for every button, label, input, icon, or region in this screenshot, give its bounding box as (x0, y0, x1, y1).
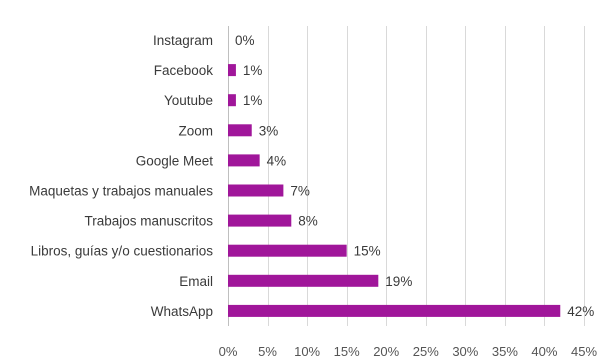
x-tick-label: 15% (334, 344, 360, 359)
category-label: Google Meet (136, 153, 214, 168)
bar (228, 154, 260, 167)
x-tick-label: 30% (452, 344, 478, 359)
data-label: 1% (243, 63, 263, 78)
category-label: WhatsApp (151, 304, 213, 319)
x-tick-label: 45% (571, 344, 597, 359)
data-label: 3% (259, 123, 279, 138)
data-label: 7% (290, 184, 310, 199)
bar (228, 184, 284, 197)
data-label: 42% (567, 304, 594, 319)
bar (228, 304, 561, 317)
bar (228, 244, 347, 257)
category-label: Libros, guías y/o cuestionarios (31, 244, 214, 259)
x-tick-label: 10% (294, 344, 320, 359)
bar (228, 214, 292, 227)
category-label: Facebook (154, 63, 214, 78)
data-label: 15% (354, 244, 381, 259)
x-tick-label: 40% (531, 344, 557, 359)
gridlines (228, 26, 585, 326)
data-label: 4% (267, 153, 287, 168)
data-label: 0% (235, 33, 255, 48)
category-label: Instagram (153, 33, 213, 48)
data-label: 1% (243, 93, 263, 108)
bar (228, 64, 236, 77)
category-label: Email (179, 274, 213, 289)
category-labels: Instagram Facebook Youtube Zoom Google Meet M… (29, 33, 213, 319)
data-label: 19% (385, 274, 412, 289)
bar (228, 274, 379, 287)
x-tick-label: 5% (258, 344, 277, 359)
x-tick-labels: 0% 5% 10% 15% 20% 25% 30% 35% 40% 45% (219, 344, 598, 359)
value-labels: 0% 1% 1% 3% 4% 7% 8% 15% 19% 42% (235, 33, 594, 319)
category-label: Maquetas y trabajos manuales (29, 184, 213, 199)
x-tick-label: 35% (492, 344, 518, 359)
category-label: Zoom (178, 123, 213, 138)
data-label: 8% (298, 214, 318, 229)
bar (228, 124, 252, 137)
category-label: Trabajos manuscritos (84, 214, 213, 229)
bars (228, 64, 561, 317)
x-tick-label: 20% (373, 344, 399, 359)
category-label: Youtube (164, 93, 213, 108)
x-tick-label: 0% (219, 344, 238, 359)
x-tick-label: 25% (413, 344, 439, 359)
bar (228, 94, 236, 107)
